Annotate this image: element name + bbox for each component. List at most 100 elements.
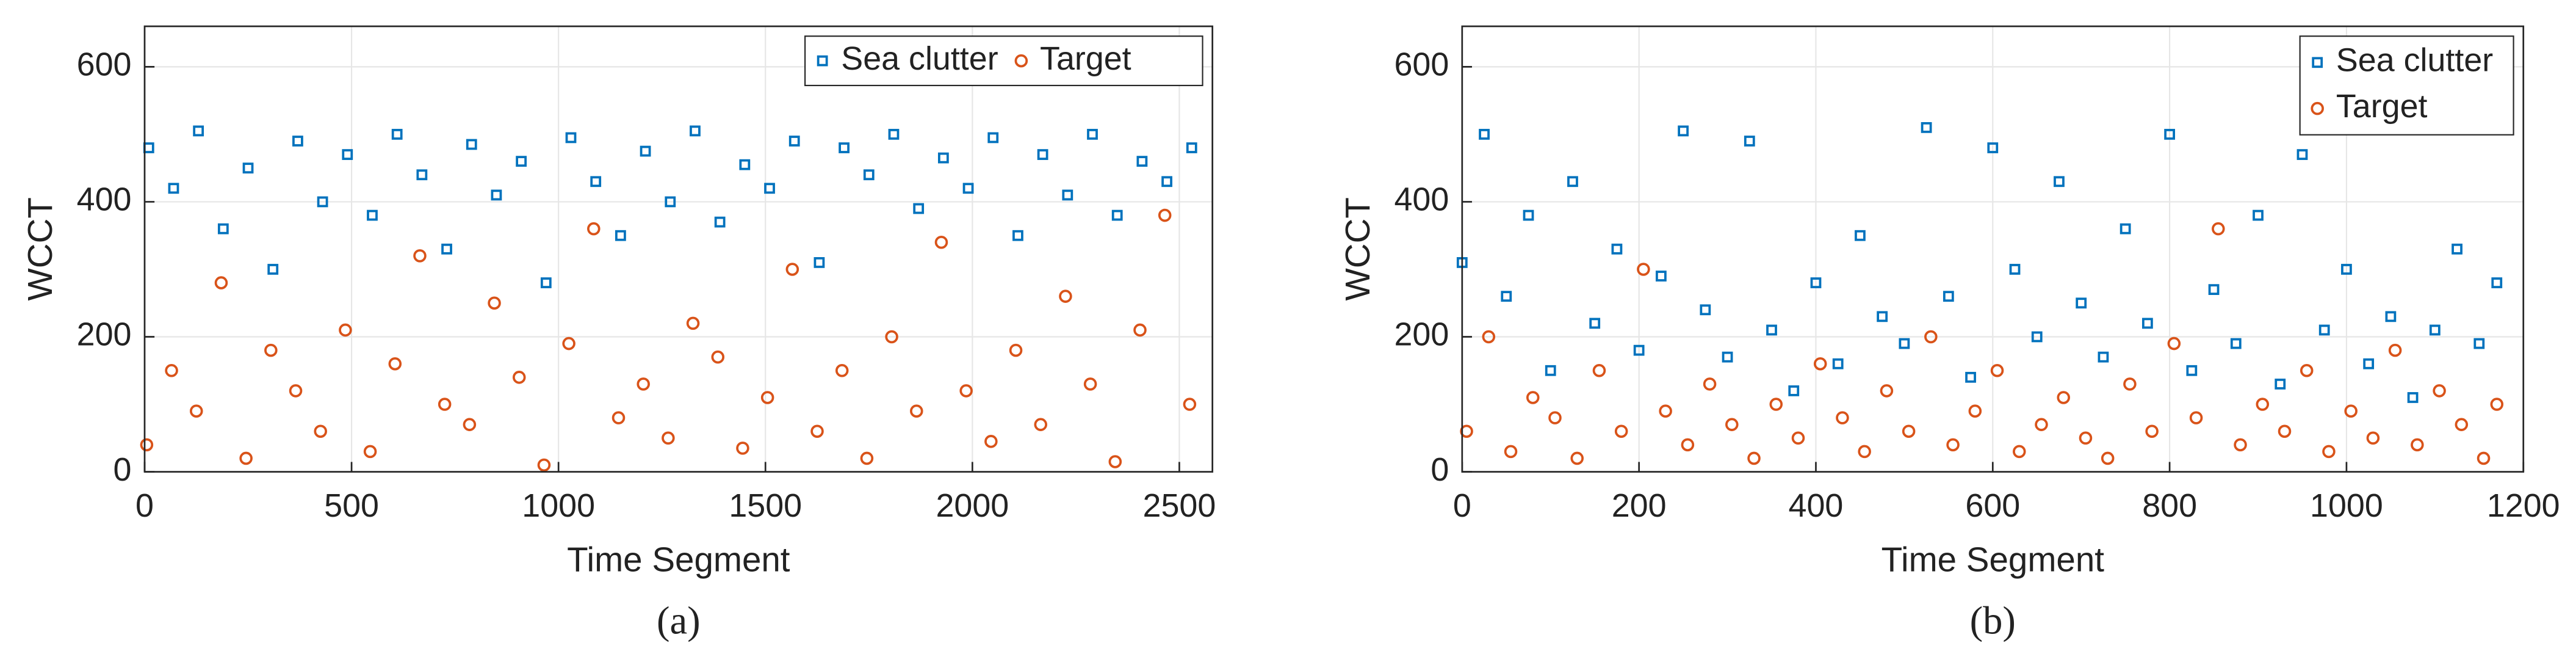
point (1108, 455, 1122, 468)
point (314, 424, 327, 438)
point (2388, 343, 2402, 357)
point (1012, 230, 1023, 241)
point (736, 442, 749, 455)
point (2076, 297, 2087, 309)
point (1059, 289, 1072, 303)
plot-area (144, 26, 1213, 472)
point (1161, 176, 1172, 187)
point (764, 183, 775, 194)
point (2473, 338, 2485, 349)
point (637, 377, 650, 391)
point (2253, 209, 2264, 221)
legend-label: Target (2336, 88, 2428, 125)
point (1703, 377, 1717, 391)
point (959, 384, 973, 398)
point (1545, 365, 1556, 376)
point (863, 169, 875, 181)
point (1548, 411, 1562, 424)
point (2275, 378, 2286, 390)
point (711, 350, 725, 364)
point (934, 235, 948, 249)
x-tick-label: 0 (1453, 487, 1471, 524)
point (1855, 230, 1866, 241)
point (2322, 445, 2336, 459)
point (1037, 149, 1048, 160)
point (962, 183, 974, 194)
point (540, 277, 552, 288)
point (1501, 291, 1512, 302)
x-tick-label: 1000 (522, 487, 595, 524)
point (2079, 431, 2093, 445)
point (1968, 404, 1982, 418)
point (1034, 418, 1048, 431)
point (1504, 445, 1518, 459)
x-tick-label: 600 (1965, 487, 2020, 524)
point (413, 249, 427, 263)
x-tick-label: 2500 (1143, 487, 1216, 524)
point (267, 264, 279, 275)
point (1111, 209, 1123, 221)
point (2429, 324, 2441, 336)
point (1611, 243, 1623, 255)
legend-box (2299, 35, 2514, 136)
point (690, 125, 701, 137)
y-tick-label: 600 (77, 46, 132, 83)
point (913, 203, 925, 214)
y-tick-label: 0 (114, 451, 132, 488)
point (1880, 384, 1894, 398)
point (885, 330, 898, 344)
point (1567, 176, 1578, 187)
point (2098, 351, 2109, 363)
point (1136, 156, 1148, 167)
point (1813, 357, 1827, 371)
point (810, 424, 824, 438)
point (1479, 129, 1490, 140)
legend-label: Sea clutter (2336, 42, 2493, 79)
point (2300, 363, 2314, 377)
point (189, 404, 203, 418)
point (1523, 209, 1534, 221)
point (2035, 418, 2048, 431)
legend-marker (1014, 54, 1028, 68)
point (2366, 431, 2380, 445)
point (785, 263, 799, 276)
point (2490, 398, 2504, 411)
point (987, 132, 999, 144)
point (686, 316, 700, 330)
point (1943, 291, 1954, 302)
point (1186, 142, 1197, 153)
point (2164, 129, 2175, 140)
point (860, 451, 874, 465)
point (491, 189, 502, 201)
point (1062, 189, 1073, 201)
point (1183, 398, 1197, 411)
point (2057, 391, 2070, 404)
point (1722, 351, 1733, 363)
point (2208, 284, 2220, 296)
point (463, 418, 477, 431)
point (2256, 398, 2270, 411)
point (2009, 264, 2021, 275)
point (2278, 424, 2292, 438)
point (788, 136, 800, 147)
point (363, 445, 377, 459)
point (2344, 404, 2358, 418)
point (739, 159, 751, 170)
legend: Sea clutter Target (2299, 35, 2514, 136)
point (1589, 318, 1601, 329)
x-tick-label: 2000 (936, 487, 1009, 524)
y-tick-label: 400 (1394, 181, 1449, 218)
legend: Sea clutter Target (804, 35, 1203, 87)
point (1924, 330, 1938, 344)
point (1769, 398, 1783, 411)
point (2013, 445, 2026, 459)
point (2189, 411, 2203, 424)
point (1858, 445, 1871, 459)
x-tick-label: 800 (2142, 487, 2197, 524)
point (2477, 451, 2491, 465)
point (516, 156, 527, 167)
x-tick-label: 1000 (2310, 487, 2383, 524)
point (2363, 358, 2375, 369)
